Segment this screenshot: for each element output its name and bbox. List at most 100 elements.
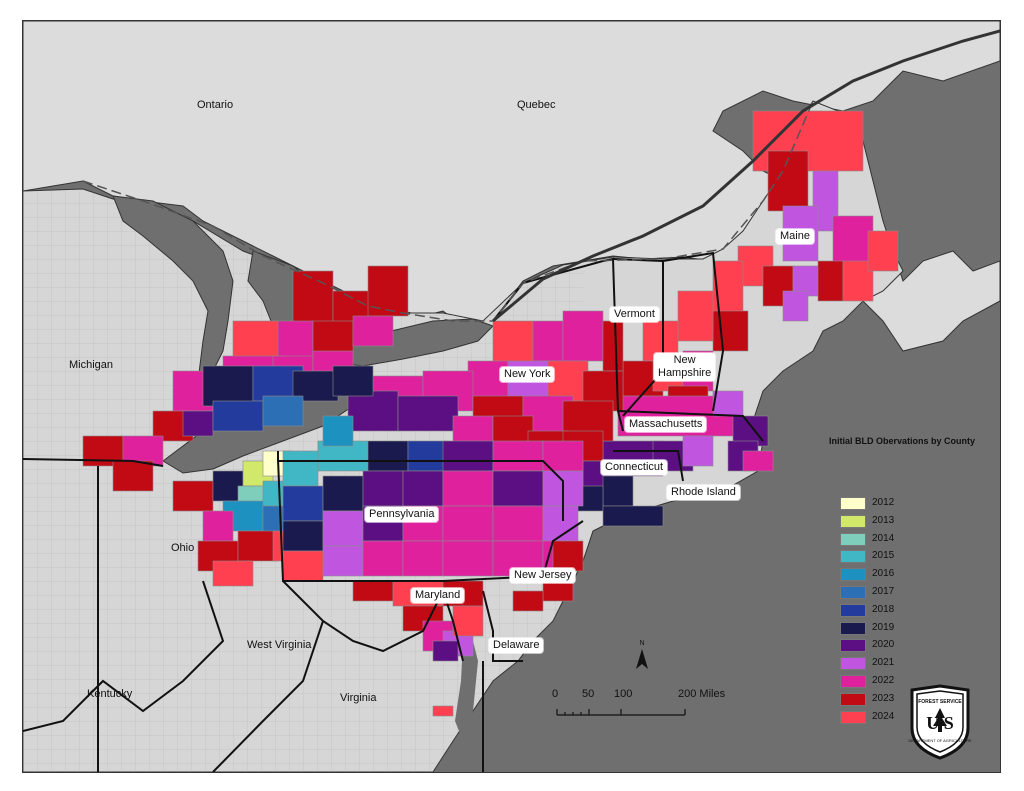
legend-swatch: [840, 692, 866, 706]
label-new-york: New York: [500, 367, 555, 382]
county-cell: [352, 315, 394, 347]
label-maryland: Maryland: [411, 588, 465, 603]
county-cell: [492, 505, 544, 542]
county-cell: [402, 470, 444, 507]
county-cell: [332, 365, 374, 397]
county-cell: [202, 365, 254, 407]
county-cell: [282, 520, 324, 552]
county-cell: [272, 320, 314, 362]
county-cell: [282, 485, 324, 522]
label-kentucky: Kentucky: [87, 688, 133, 700]
county-cell: [442, 470, 494, 507]
county-cell: [542, 440, 584, 472]
county-cell: [452, 605, 484, 637]
st-lawrence-river: [492, 29, 1000, 323]
legend-swatch: [840, 621, 866, 635]
county-cell: [362, 470, 404, 507]
county-cell: [782, 290, 809, 322]
county-cell: [367, 440, 409, 472]
county-cell: [492, 440, 544, 472]
svg-text:FOREST SERVICE: FOREST SERVICE: [918, 699, 962, 705]
county-cell: [682, 435, 714, 467]
county-cell: [172, 480, 214, 512]
label-vermont: Vermont: [610, 307, 659, 322]
legend-swatch: [840, 532, 866, 546]
county-cell: [712, 390, 744, 417]
county-cell: [742, 450, 774, 472]
county-cell: [817, 260, 844, 302]
svg-text:DEPARTMENT OF AGRICULTURE: DEPARTMENT OF AGRICULTURE: [908, 738, 971, 743]
legend-label: 2012: [872, 497, 895, 508]
map-canvas[interactable]: [23, 21, 1000, 772]
county-cell: [262, 395, 304, 427]
label-virginia: Virginia: [340, 692, 377, 704]
legend-label: 2018: [872, 603, 895, 615]
county-cell: [432, 640, 459, 662]
label-delaware: Delaware: [489, 638, 544, 653]
county-cell: [112, 460, 154, 492]
county-cell: [232, 320, 279, 362]
county-cell: [552, 540, 584, 572]
label-maine: Maine: [776, 229, 814, 244]
county-cell: [322, 475, 364, 512]
legend-label: 2019: [872, 621, 895, 633]
north-arrow-icon: N: [632, 637, 652, 673]
county-cell: [547, 360, 589, 402]
county-cell: [322, 415, 354, 447]
county-cell: [867, 230, 899, 272]
county-cell: [202, 510, 234, 542]
legend-label: 2023: [872, 692, 895, 704]
county-cell: [212, 400, 264, 432]
county-cell: [212, 560, 254, 587]
county-cell: [282, 550, 324, 582]
legend-title: Initial BLD Obervations by County: [828, 436, 975, 446]
county-cell: [322, 510, 364, 547]
county-cell: [677, 290, 714, 342]
legend-label: 2017: [872, 586, 895, 597]
lake-ontario: [332, 318, 494, 367]
map-frame: Ontario Quebec Michigan Maine Vermont Ne…: [22, 20, 1001, 773]
label-massachusetts: Massachusetts: [625, 417, 707, 432]
international-border: [82, 100, 814, 322]
county-cell: [367, 265, 409, 317]
legend-swatch: [840, 639, 866, 653]
legend-swatch: [840, 657, 866, 671]
label-ohio: Ohio: [171, 542, 195, 554]
legend-label: 2014: [872, 532, 895, 544]
county-cell: [322, 545, 364, 577]
county-cell: [432, 705, 454, 717]
legend-label: 2022: [872, 675, 895, 686]
county-choropleth: [82, 110, 899, 717]
legend-swatch: [840, 586, 866, 599]
county-cell: [442, 505, 494, 542]
county-cell: [182, 410, 214, 437]
county-cell: [712, 310, 749, 352]
county-cell: [352, 580, 394, 602]
county-cell: [442, 440, 494, 472]
legend-label: 2020: [872, 639, 895, 651]
legend-label: 2024: [872, 710, 895, 722]
legend-swatch: [840, 550, 866, 564]
label-rhode-island: Rhode Island: [667, 485, 740, 500]
county-cell: [562, 310, 604, 362]
county-cell: [362, 540, 404, 577]
county-cell: [407, 440, 449, 472]
legend: Initial BLD Obervations by County 2012 20…: [818, 436, 986, 726]
county-cell: [282, 450, 319, 487]
county-cell: [602, 475, 634, 507]
scale-bar: 0 50 100 200 Miles: [552, 688, 742, 720]
county-cell: [397, 395, 459, 432]
label-new-hampshire: New Hampshire: [654, 353, 716, 381]
scale-tick-50: 50: [582, 688, 595, 700]
county-cell: [512, 590, 544, 612]
label-ontario: Ontario: [197, 99, 234, 111]
county-cell: [347, 390, 399, 432]
label-pennsylvania: Pennsylvania: [365, 507, 439, 522]
legend-label: 2021: [872, 657, 895, 669]
county-cell: [832, 215, 874, 267]
label-michigan: Michigan: [69, 359, 114, 371]
legend-label: 2016: [872, 568, 895, 580]
legend-swatch: [840, 603, 866, 617]
label-connecticut: Connecticut: [601, 460, 668, 475]
forest-service-badge-icon: FOREST SERVICE U S DEPARTMENT OF AGRICUL…: [908, 684, 972, 760]
